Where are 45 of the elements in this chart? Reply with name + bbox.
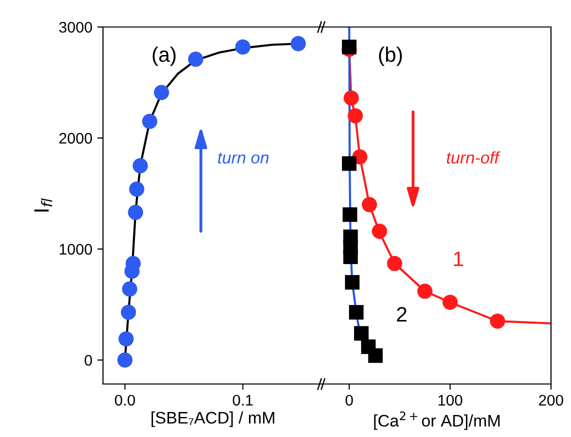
point: [348, 108, 363, 124]
y-axis-title: I$_{fl}$: [34, 198, 52, 212]
x-tick-label: 0.0: [114, 394, 135, 406]
point: [344, 90, 359, 106]
annotation: (a): [152, 46, 176, 66]
point: [154, 84, 170, 100]
x-tick-label: 200: [539, 394, 564, 406]
point: [387, 256, 402, 272]
y-tick-label: 1000: [60, 244, 92, 255]
point: [128, 204, 144, 220]
series-label: 1: [454, 252, 464, 266]
point: [362, 197, 378, 212]
point: [122, 281, 138, 297]
point: [417, 284, 432, 299]
y-tick-label: 3000: [59, 22, 92, 33]
y-tick-label: 0: [84, 354, 92, 366]
x-tick-label: 0: [346, 394, 353, 406]
point: [344, 275, 360, 290]
point: [354, 326, 369, 341]
point: [188, 52, 204, 67]
annotation: turn on: [218, 152, 269, 164]
point: [342, 207, 358, 222]
point: [342, 156, 357, 171]
point: [349, 305, 364, 320]
point: [290, 36, 306, 52]
point: [129, 181, 144, 197]
x-axis-title: [SBE₇ACD] / mM: [152, 411, 274, 427]
annotation: turn-off: [446, 151, 500, 164]
point: [142, 114, 158, 129]
point: [442, 294, 458, 310]
annotation: (b): [379, 46, 402, 66]
y-tick-label: 2000: [59, 132, 92, 144]
point: [368, 348, 383, 363]
series-label: 2: [396, 306, 406, 322]
x-axis-title: [Ca$^{2+}$or AD]/mM: [374, 411, 500, 430]
x-tick-label: 100: [438, 394, 462, 406]
point: [343, 250, 358, 264]
point: [490, 314, 506, 329]
point: [118, 331, 134, 347]
point: [117, 352, 133, 368]
x-tick-label: 0.1: [232, 394, 253, 406]
point: [132, 158, 148, 174]
point: [372, 224, 388, 239]
point: [120, 304, 136, 320]
point: [235, 39, 250, 55]
